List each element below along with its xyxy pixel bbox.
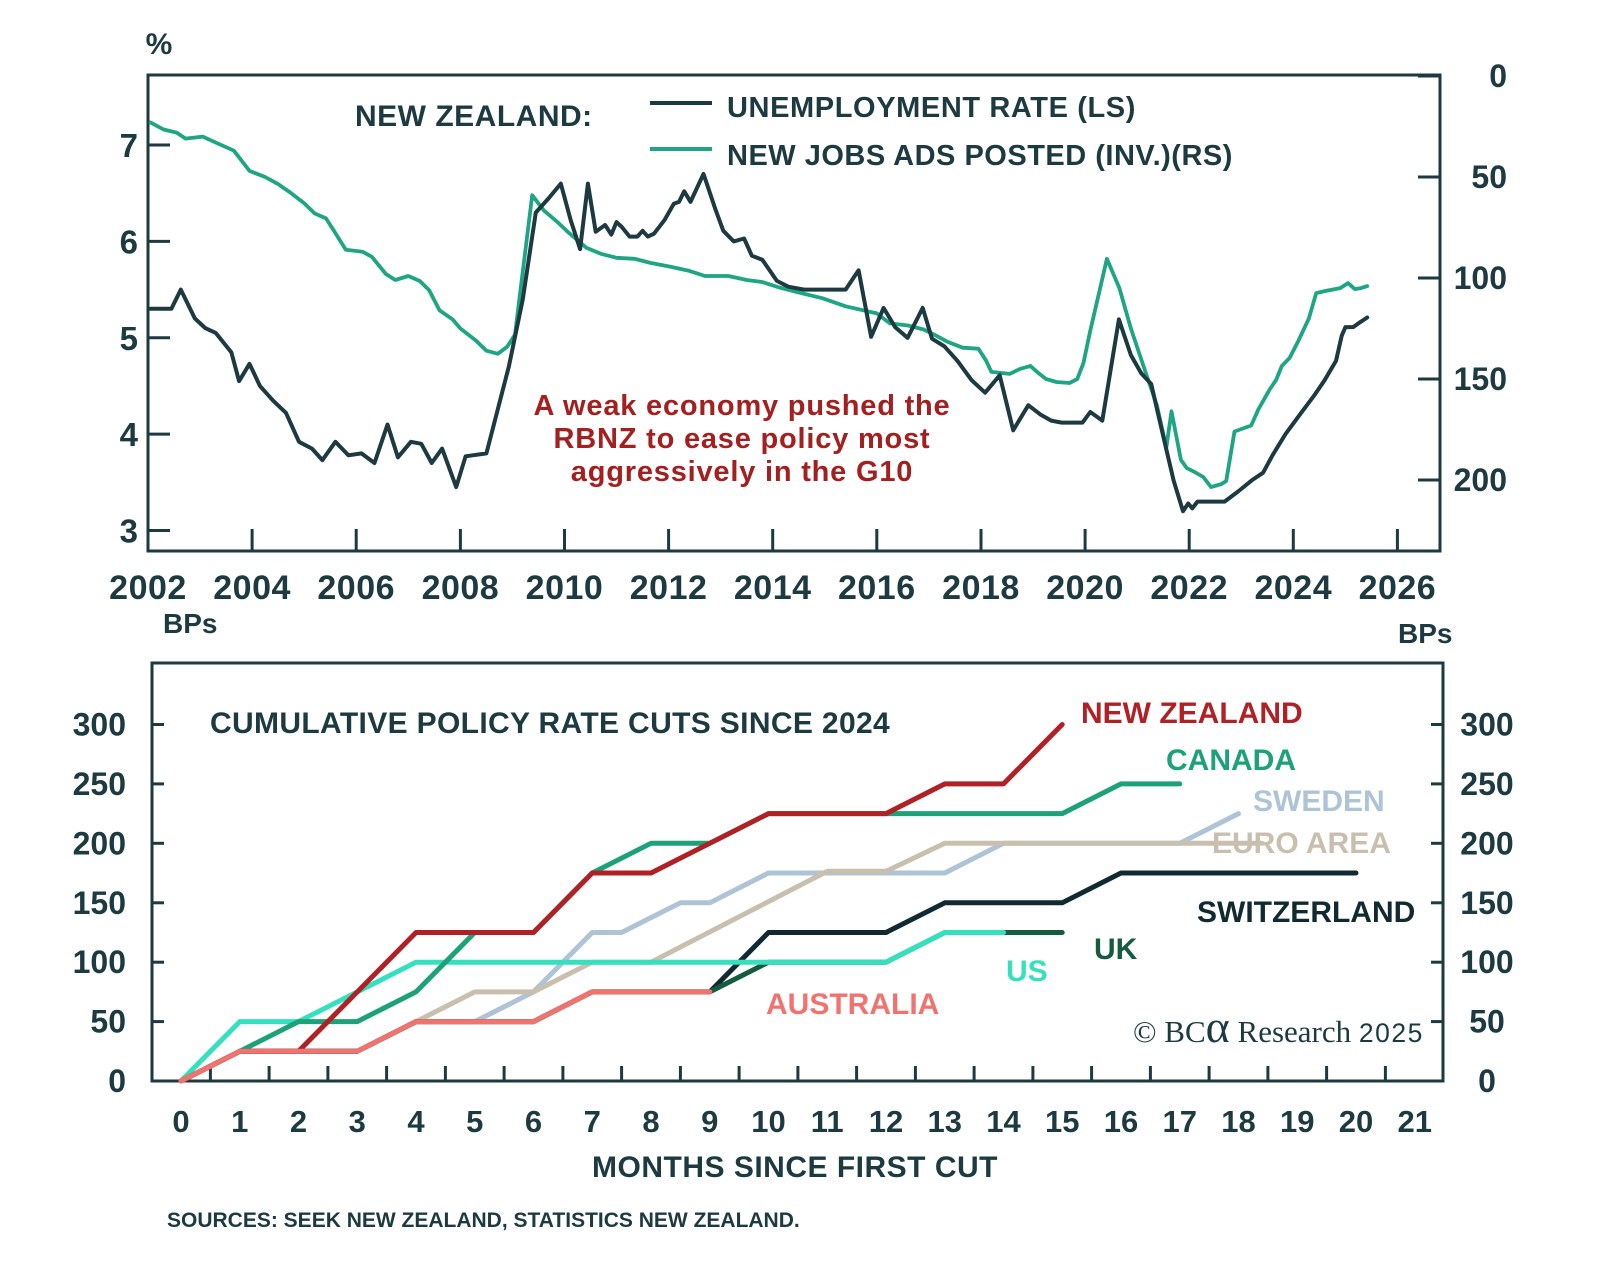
- svg-text:250: 250: [73, 766, 126, 802]
- svg-text:8: 8: [642, 1104, 659, 1139]
- svg-text:2010: 2010: [526, 569, 604, 607]
- svg-text:50: 50: [1471, 159, 1507, 195]
- svg-text:SWEDEN: SWEDEN: [1253, 785, 1385, 818]
- svg-text:16: 16: [1104, 1104, 1138, 1139]
- svg-text:0: 0: [1478, 1063, 1496, 1099]
- svg-text:50: 50: [1469, 1004, 1505, 1040]
- svg-text:3: 3: [349, 1104, 366, 1139]
- svg-text:19: 19: [1280, 1104, 1314, 1139]
- svg-text:150: 150: [73, 885, 126, 921]
- svg-text:100: 100: [1460, 944, 1513, 980]
- svg-text:200: 200: [1454, 462, 1507, 498]
- svg-text:15: 15: [1045, 1104, 1079, 1139]
- svg-text:18: 18: [1221, 1104, 1255, 1139]
- svg-text:BPs: BPs: [1398, 618, 1452, 649]
- svg-text:2006: 2006: [317, 569, 395, 607]
- svg-text:300: 300: [1460, 707, 1513, 743]
- svg-text:2008: 2008: [422, 569, 500, 607]
- svg-text:2020: 2020: [1046, 569, 1124, 607]
- svg-text:100: 100: [1454, 260, 1507, 296]
- svg-text:100: 100: [73, 944, 126, 980]
- svg-text:MONTHS SINCE FIRST CUT: MONTHS SINCE FIRST CUT: [592, 1151, 998, 1184]
- svg-text:4: 4: [120, 416, 139, 453]
- svg-text:A weak economy pushed the: A weak economy pushed the: [534, 390, 951, 422]
- svg-text:UNEMPLOYMENT RATE (LS): UNEMPLOYMENT RATE (LS): [727, 92, 1136, 124]
- svg-text:2026: 2026: [1359, 569, 1437, 607]
- svg-text:13: 13: [928, 1104, 962, 1139]
- svg-text:14: 14: [986, 1104, 1021, 1139]
- svg-text:2016: 2016: [838, 569, 916, 607]
- svg-text:AUSTRALIA: AUSTRALIA: [766, 988, 939, 1021]
- svg-text:NEW ZEALAND:: NEW ZEALAND:: [355, 100, 593, 133]
- svg-text:300: 300: [73, 707, 126, 743]
- svg-text:UK: UK: [1094, 933, 1138, 966]
- svg-text:2004: 2004: [213, 569, 291, 607]
- svg-text:2014: 2014: [734, 569, 812, 607]
- svg-text:US: US: [1006, 955, 1048, 988]
- svg-text:21: 21: [1398, 1104, 1432, 1139]
- svg-text:150: 150: [1454, 361, 1507, 397]
- svg-text:200: 200: [73, 825, 126, 861]
- svg-text:RBNZ to ease policy most: RBNZ to ease policy most: [554, 423, 931, 455]
- svg-text:2024: 2024: [1254, 569, 1332, 607]
- svg-text:9: 9: [701, 1104, 718, 1139]
- svg-text:NEW ZEALAND: NEW ZEALAND: [1081, 697, 1303, 730]
- svg-text:50: 50: [90, 1004, 126, 1040]
- svg-text:EURO AREA: EURO AREA: [1212, 827, 1391, 860]
- svg-text:6: 6: [525, 1104, 542, 1139]
- svg-text:2018: 2018: [942, 569, 1020, 607]
- svg-text:CANADA: CANADA: [1166, 744, 1296, 777]
- svg-text:10: 10: [751, 1104, 785, 1139]
- svg-text:SWITZERLAND: SWITZERLAND: [1197, 896, 1415, 929]
- svg-text:0: 0: [108, 1063, 126, 1099]
- svg-text:%: %: [146, 28, 173, 61]
- svg-text:2002: 2002: [109, 569, 187, 607]
- svg-text:11: 11: [811, 1104, 844, 1139]
- svg-text:250: 250: [1460, 766, 1513, 802]
- svg-text:aggressively in the G10: aggressively in the G10: [571, 456, 913, 488]
- svg-text:CUMULATIVE POLICY RATE CUTS SI: CUMULATIVE POLICY RATE CUTS SINCE 2024: [210, 707, 890, 740]
- svg-text:17: 17: [1163, 1104, 1197, 1139]
- svg-text:1: 1: [231, 1104, 248, 1139]
- svg-text:7: 7: [120, 127, 138, 164]
- svg-text:12: 12: [869, 1104, 903, 1139]
- svg-text:20: 20: [1339, 1104, 1373, 1139]
- svg-text:2: 2: [290, 1104, 307, 1139]
- svg-text:6: 6: [120, 223, 138, 260]
- svg-text:7: 7: [584, 1104, 601, 1139]
- svg-text:BPs: BPs: [163, 608, 217, 639]
- svg-text:200: 200: [1460, 825, 1513, 861]
- svg-text:2022: 2022: [1150, 569, 1228, 607]
- svg-text:4: 4: [407, 1104, 425, 1139]
- svg-text:3: 3: [120, 513, 138, 550]
- svg-text:0: 0: [172, 1104, 189, 1139]
- svg-text:150: 150: [1460, 885, 1513, 921]
- svg-text:SOURCES: SEEK NEW ZEALAND, STA: SOURCES: SEEK NEW ZEALAND, STATISTICS NE…: [167, 1209, 800, 1232]
- svg-text:0: 0: [1489, 58, 1507, 94]
- svg-text:5: 5: [120, 320, 138, 357]
- svg-text:5: 5: [466, 1104, 483, 1139]
- svg-text:2012: 2012: [630, 569, 708, 607]
- svg-text:NEW JOBS ADS POSTED (INV.)(RS): NEW JOBS ADS POSTED (INV.)(RS): [727, 140, 1233, 172]
